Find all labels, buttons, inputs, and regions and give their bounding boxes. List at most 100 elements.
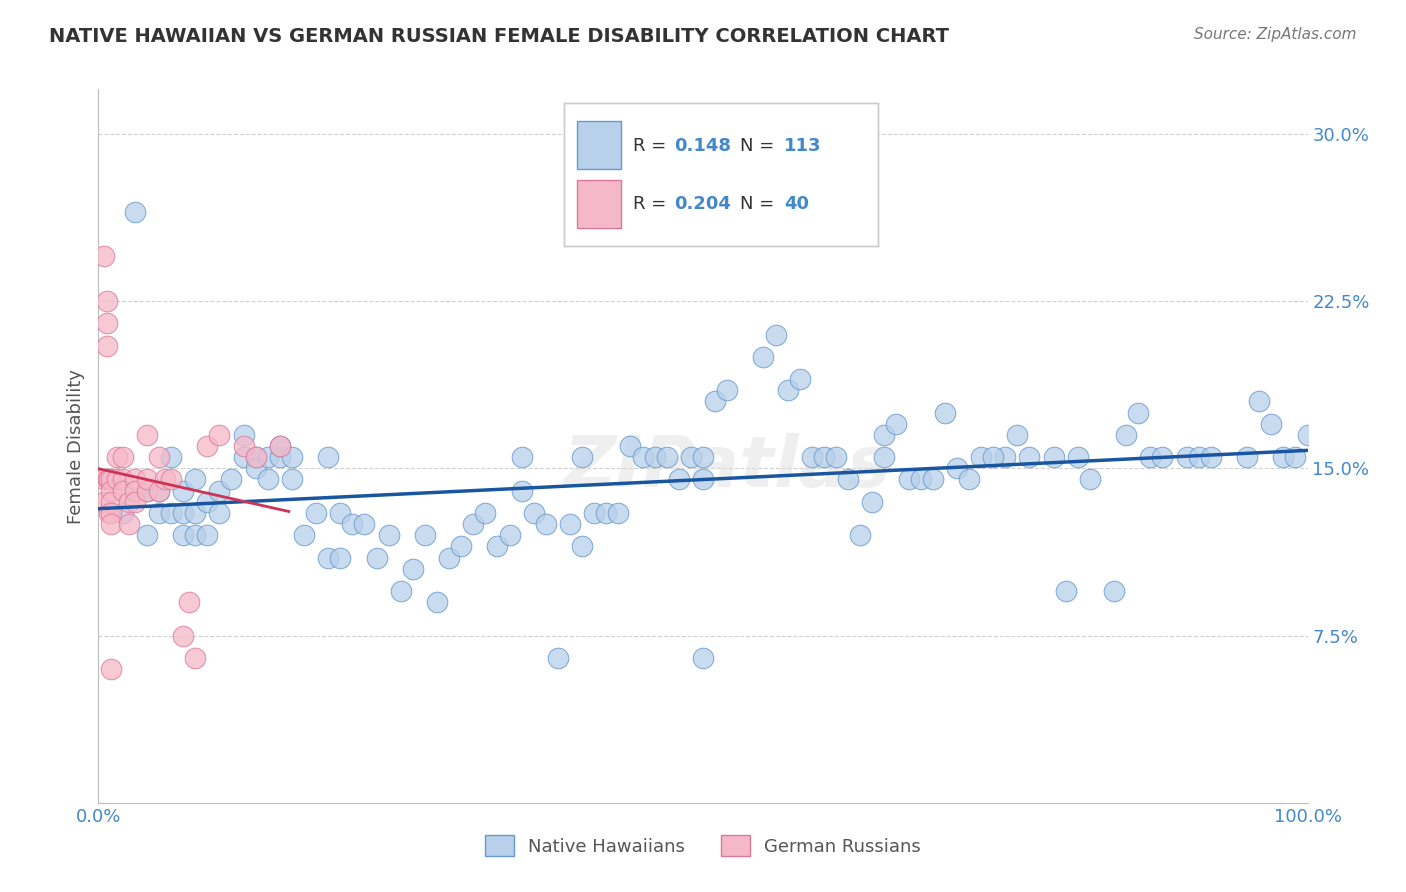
Point — [1188, 450, 1211, 464]
Point — [1018, 450, 1040, 464]
Point — [292, 528, 315, 542]
Point — [366, 550, 388, 565]
Point — [873, 450, 896, 464]
Point — [1199, 450, 1222, 464]
Point — [269, 439, 291, 453]
Point — [105, 450, 128, 464]
Point — [547, 651, 569, 665]
Point — [389, 583, 412, 598]
Point — [96, 338, 118, 352]
Point — [179, 595, 201, 609]
Point — [160, 506, 183, 520]
Point — [534, 516, 557, 531]
Point — [135, 483, 157, 498]
Point — [148, 450, 170, 464]
Point — [124, 473, 146, 487]
Point — [118, 494, 141, 508]
Point — [172, 506, 194, 520]
Point — [921, 473, 943, 487]
Point — [800, 450, 823, 464]
Point — [1054, 583, 1077, 598]
Point — [1115, 427, 1137, 442]
Point — [571, 539, 593, 553]
Point — [105, 473, 128, 487]
Text: NATIVE HAWAIIAN VS GERMAN RUSSIAN FEMALE DISABILITY CORRELATION CHART: NATIVE HAWAIIAN VS GERMAN RUSSIAN FEMALE… — [49, 27, 949, 45]
Point — [886, 417, 908, 431]
Point — [124, 494, 146, 508]
Point — [184, 651, 207, 665]
Point — [825, 450, 848, 464]
Point — [1249, 394, 1271, 409]
Point — [413, 528, 436, 542]
Y-axis label: Female Disability: Female Disability — [66, 368, 84, 524]
Point — [571, 450, 593, 464]
Point — [329, 506, 352, 520]
Point — [957, 473, 980, 487]
Point — [1236, 450, 1258, 464]
Point — [558, 516, 581, 531]
Point — [135, 483, 157, 498]
Point — [329, 550, 352, 565]
Point — [716, 384, 738, 398]
Point — [704, 394, 727, 409]
Point — [153, 473, 176, 487]
Point — [172, 528, 194, 542]
Point — [195, 439, 218, 453]
Point — [860, 494, 883, 508]
Point — [849, 528, 872, 542]
Point — [1067, 450, 1090, 464]
Point — [873, 427, 896, 442]
Point — [498, 528, 520, 542]
Point — [316, 450, 339, 464]
Point — [1152, 450, 1174, 464]
Point — [184, 528, 207, 542]
Point — [184, 473, 207, 487]
Point — [281, 450, 304, 464]
Point — [353, 516, 375, 531]
Point — [96, 316, 118, 330]
Point — [1078, 473, 1101, 487]
Point — [692, 473, 714, 487]
Point — [135, 473, 157, 487]
Point — [789, 372, 811, 386]
Point — [619, 439, 641, 453]
Point — [776, 384, 799, 398]
Point — [93, 494, 115, 508]
Point — [981, 450, 1004, 464]
Point — [934, 405, 956, 419]
Point — [644, 450, 666, 464]
Point — [510, 450, 533, 464]
Point — [595, 506, 617, 520]
Point — [111, 506, 134, 520]
Text: Source: ZipAtlas.com: Source: ZipAtlas.com — [1194, 27, 1357, 42]
Point — [208, 506, 231, 520]
Point — [269, 439, 291, 453]
Point — [111, 483, 134, 498]
Point — [486, 539, 509, 553]
Point — [450, 539, 472, 553]
Point — [765, 327, 787, 342]
Point — [426, 595, 449, 609]
Point — [1007, 427, 1029, 442]
Point — [100, 506, 122, 520]
Point — [148, 483, 170, 498]
Point — [1296, 427, 1319, 442]
Point — [232, 439, 254, 453]
Point — [970, 450, 993, 464]
Point — [100, 473, 122, 487]
Point — [245, 450, 267, 464]
Point — [98, 473, 121, 487]
Point — [269, 450, 291, 464]
Point — [316, 550, 339, 565]
Point — [1128, 405, 1150, 419]
Text: ZIPatlas: ZIPatlas — [564, 433, 891, 502]
Point — [523, 506, 546, 520]
Point — [118, 516, 141, 531]
Point — [692, 651, 714, 665]
Point — [100, 662, 122, 676]
Point — [100, 516, 122, 531]
Point — [655, 450, 678, 464]
Point — [510, 483, 533, 498]
Point — [692, 450, 714, 464]
Point — [172, 483, 194, 498]
